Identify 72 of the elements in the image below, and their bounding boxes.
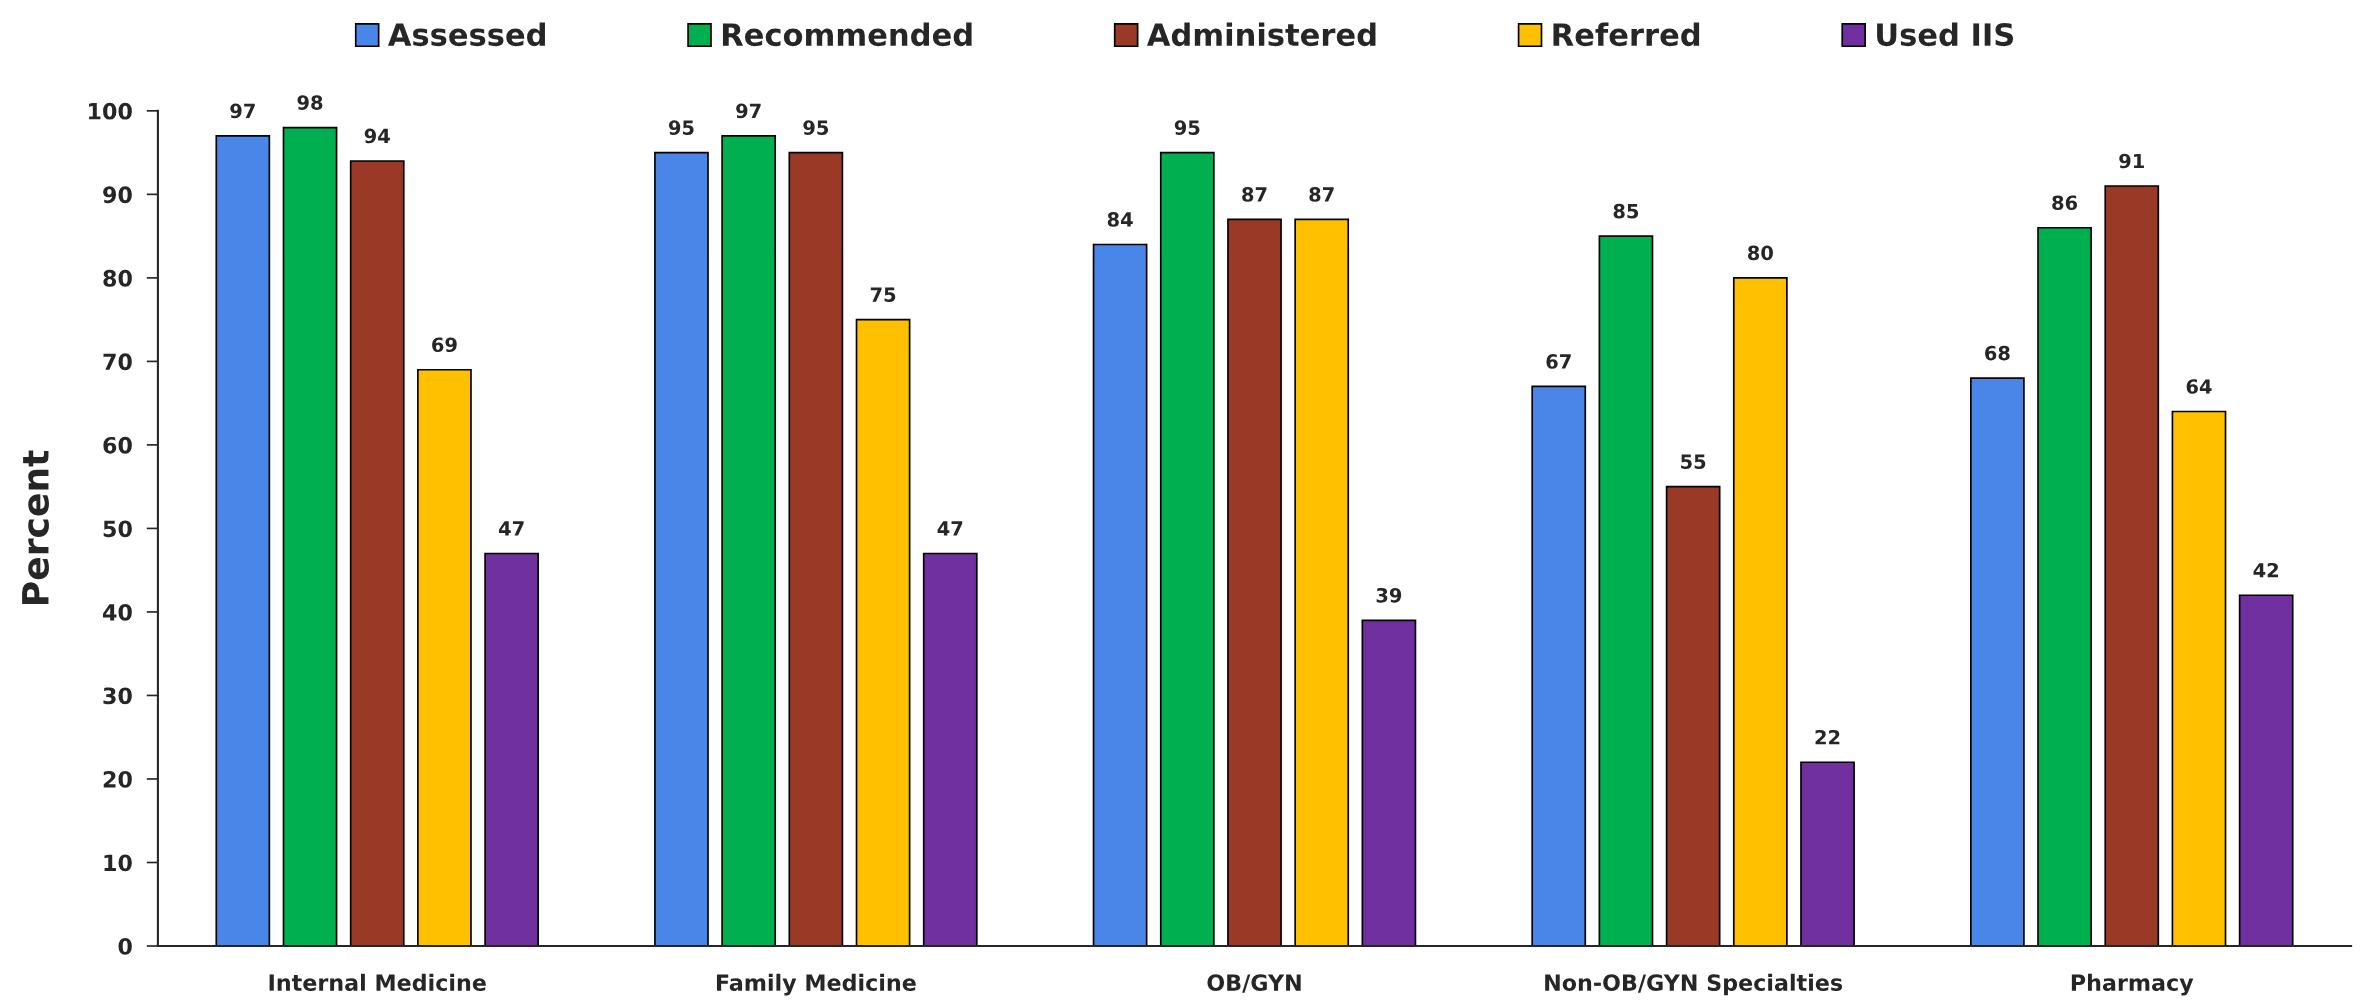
y-tick-label: 40 xyxy=(102,603,132,621)
bar xyxy=(1665,485,1721,947)
data-label: 94 xyxy=(364,128,390,144)
bar xyxy=(1294,218,1350,947)
y-tick-label: 0 xyxy=(118,937,132,955)
bar xyxy=(1361,619,1417,947)
data-label: 68 xyxy=(1985,345,2010,361)
bar xyxy=(2037,226,2092,947)
data-label: 87 xyxy=(1242,187,1267,202)
data-label: 55 xyxy=(1681,454,1706,470)
data-label: 98 xyxy=(297,95,323,110)
y-tick-label: 30 xyxy=(103,687,132,705)
bar xyxy=(1227,218,1282,947)
y-tick-label: 60 xyxy=(103,436,132,454)
y-tick-label: 50 xyxy=(103,520,132,538)
bar xyxy=(855,318,911,947)
data-label: 47 xyxy=(498,521,524,536)
bar xyxy=(484,552,540,947)
data-label: 69 xyxy=(432,337,457,353)
bar xyxy=(282,126,338,947)
bar xyxy=(654,151,709,947)
data-label: 87 xyxy=(1309,187,1334,202)
data-label: 47 xyxy=(937,521,963,536)
y-tick-label: 20 xyxy=(103,770,132,788)
bar xyxy=(2238,594,2294,947)
bar xyxy=(417,368,472,947)
x-tick-label: OB/GYN xyxy=(1207,974,1301,993)
data-label: 22 xyxy=(1815,729,1840,745)
legend-label: Recommended xyxy=(722,22,972,47)
bar xyxy=(1531,385,1587,947)
data-label: 85 xyxy=(1613,203,1639,219)
y-tick-label: 10 xyxy=(104,854,132,872)
data-label: 67 xyxy=(1546,354,1571,369)
y-tick-label: 70 xyxy=(103,353,132,371)
y-tick-label: 80 xyxy=(103,269,132,287)
bar xyxy=(721,135,777,947)
bar xyxy=(1800,761,1855,947)
y-tick-label: 100 xyxy=(89,102,132,120)
data-label: 84 xyxy=(1107,212,1133,227)
data-label: 42 xyxy=(2253,562,2278,578)
data-label: 91 xyxy=(2119,153,2144,169)
data-label: 95 xyxy=(1174,120,1200,135)
data-label: 95 xyxy=(668,120,694,135)
bar xyxy=(922,552,978,947)
bar xyxy=(1732,277,1788,947)
legend-label: Assessed xyxy=(387,22,545,47)
bar xyxy=(1598,235,1654,947)
legend-label: Referred xyxy=(1553,22,1700,47)
y-axis-title: Percent xyxy=(22,450,49,604)
data-label: 97 xyxy=(736,103,761,119)
x-tick-label: Family Medicine xyxy=(716,973,916,996)
data-label: 80 xyxy=(1747,245,1773,261)
x-tick-label: Internal Medicine xyxy=(269,973,486,991)
data-label: 95 xyxy=(803,120,829,135)
bar xyxy=(1159,151,1215,947)
data-label: 86 xyxy=(2052,195,2078,211)
bar xyxy=(1092,243,1148,947)
data-label: 64 xyxy=(2186,379,2212,394)
data-label: 39 xyxy=(1376,587,1402,603)
legend-label: Administered xyxy=(1146,22,1376,47)
bar xyxy=(215,135,271,947)
bar xyxy=(788,151,844,947)
bar xyxy=(1969,377,2025,947)
bar xyxy=(2171,410,2227,947)
bar xyxy=(349,160,405,947)
legend-label: Used IIS xyxy=(1877,22,2014,47)
data-label: 97 xyxy=(230,103,255,119)
bar xyxy=(2104,185,2160,947)
y-tick-label: 90 xyxy=(103,186,132,204)
x-tick-label: Non-OB/GYN Specialties xyxy=(1545,973,1843,996)
data-label: 75 xyxy=(870,287,896,302)
x-tick-label: Pharmacy xyxy=(2071,973,2194,996)
